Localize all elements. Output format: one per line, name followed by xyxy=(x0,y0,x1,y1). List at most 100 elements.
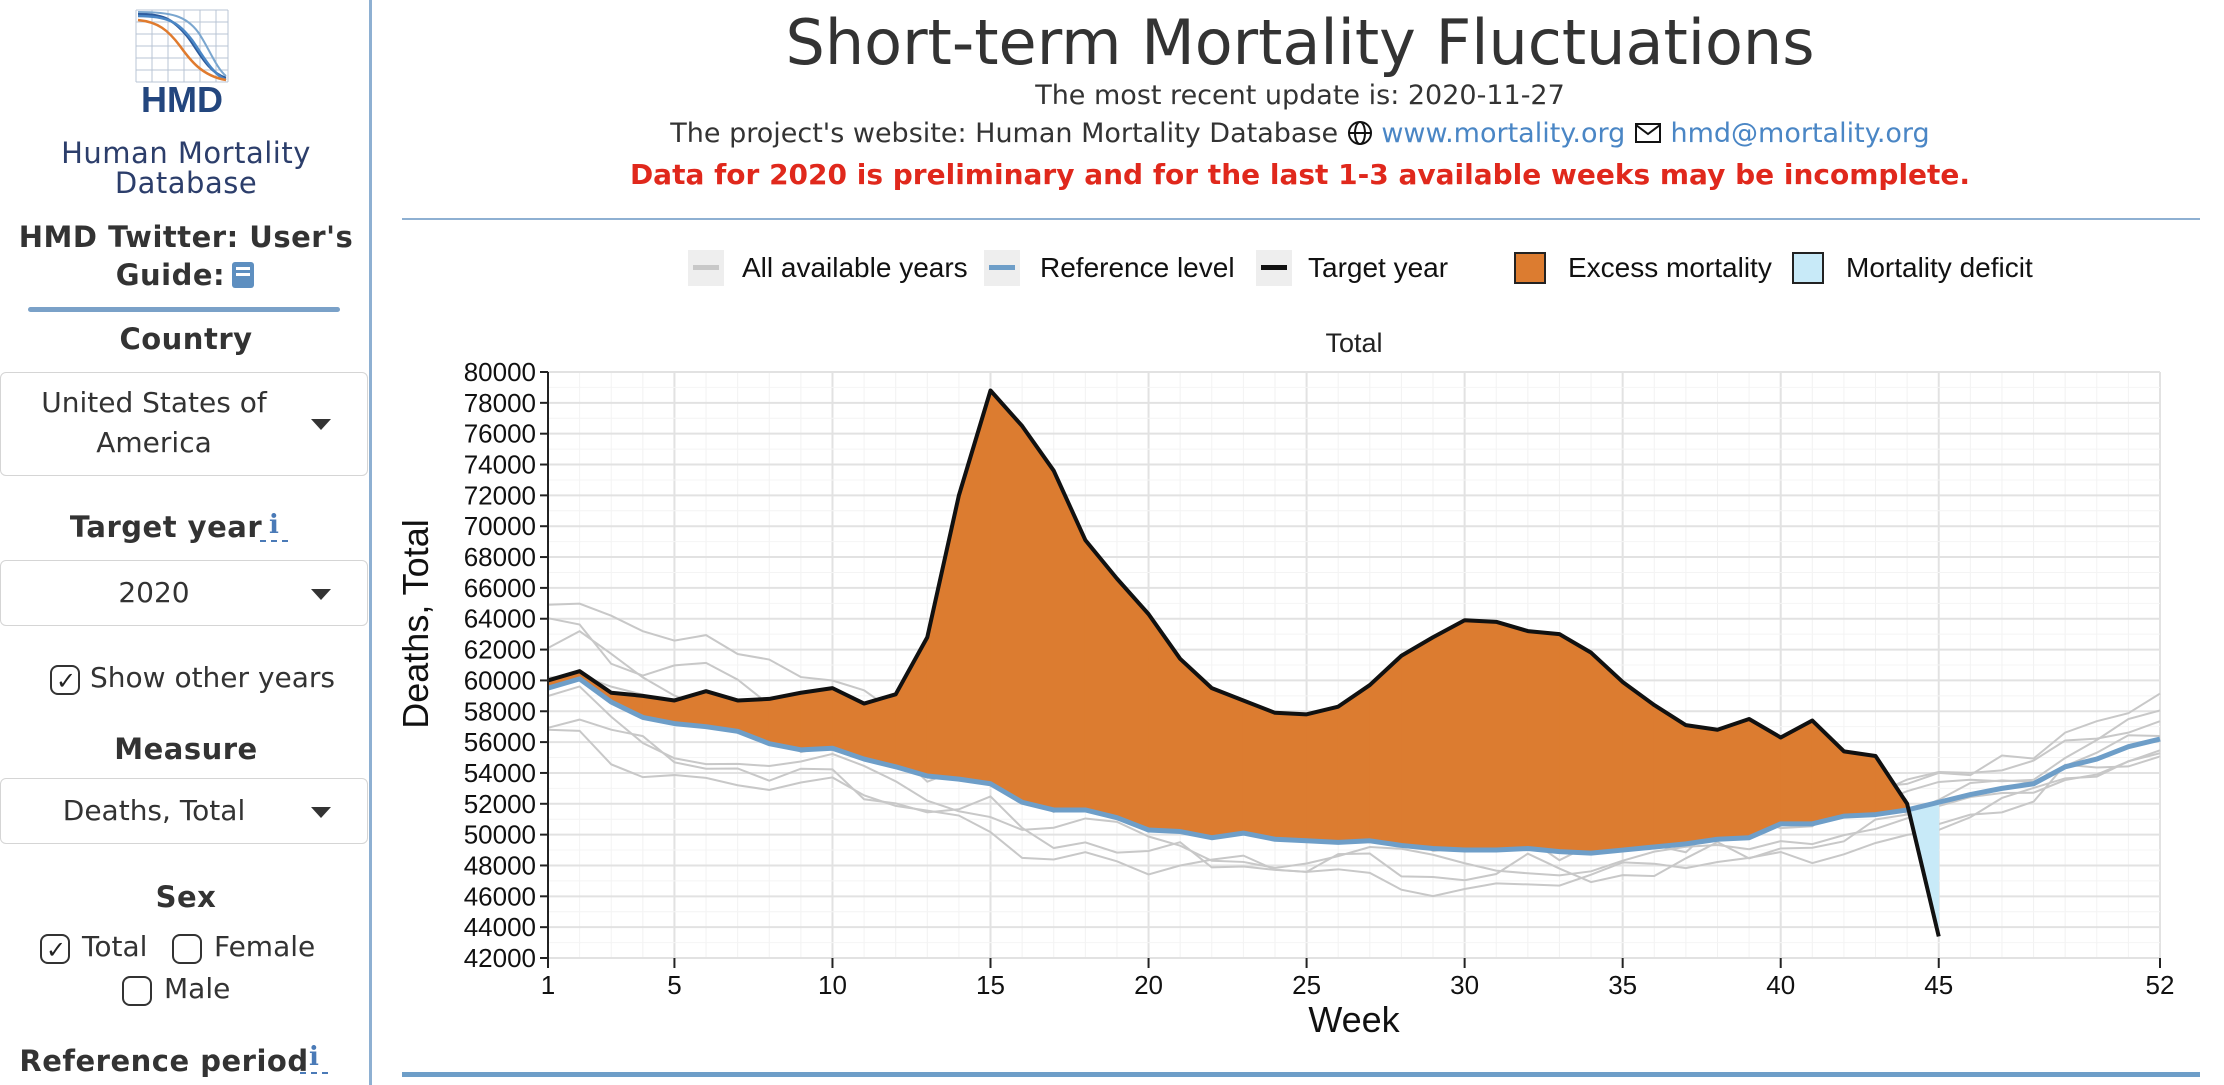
legend-all-years-swatch[interactable] xyxy=(688,250,724,286)
target-year-label: Target year xyxy=(69,510,263,544)
hmd-logo[interactable]: HMD xyxy=(132,6,232,118)
x-tick-label: 1 xyxy=(541,970,555,1000)
excess-area xyxy=(1306,706,1339,843)
chevron-down-icon xyxy=(311,419,331,430)
sex-total-label[interactable]: Total xyxy=(82,930,148,963)
sex-male-label[interactable]: Male xyxy=(164,972,231,1005)
chart-title: Total xyxy=(1325,328,1382,358)
country-value-line1: United States of xyxy=(41,386,267,419)
reference-level-line xyxy=(547,676,2161,856)
show-other-years-checkbox[interactable]: ✓ xyxy=(50,665,80,695)
chart-axes: 4200044000460004800050000520005400056000… xyxy=(464,357,2175,1000)
y-tick-label: 78000 xyxy=(464,388,536,418)
email-link[interactable]: hmd@mortality.org xyxy=(1670,118,1930,149)
y-tick-label: 70000 xyxy=(464,511,536,541)
excess-area xyxy=(1590,651,1624,854)
sex-total-checkbox[interactable]: ✓ xyxy=(40,934,70,964)
other-year-line xyxy=(547,728,2161,898)
country-label: Country xyxy=(119,322,253,356)
excess-area xyxy=(1622,681,1655,851)
y-tick-label: 56000 xyxy=(464,727,536,757)
x-tick-label: 45 xyxy=(1924,970,1953,1000)
guide-link[interactable]: Guide: xyxy=(115,258,226,292)
legend-all-years-label[interactable]: All available years xyxy=(742,252,968,283)
y-tick-label: 74000 xyxy=(464,450,536,480)
book-icon[interactable] xyxy=(230,260,256,290)
excess-area xyxy=(1211,687,1244,839)
excess-area xyxy=(1464,619,1497,851)
y-tick-label: 50000 xyxy=(464,820,536,850)
excess-area xyxy=(1717,718,1750,840)
y-tick-label: 46000 xyxy=(464,881,536,911)
info-icon[interactable]: i xyxy=(300,1042,328,1074)
x-tick-label: 15 xyxy=(976,970,1005,1000)
excess-area xyxy=(768,692,802,751)
sex-female-checkbox[interactable] xyxy=(172,934,202,964)
chevron-down-icon xyxy=(311,589,331,600)
y-axis-label: Deaths, Total xyxy=(395,519,436,728)
y-tick-label: 64000 xyxy=(464,604,536,634)
excess-area xyxy=(1242,699,1276,840)
x-tick-label: 40 xyxy=(1766,970,1795,1000)
legend-deficit-label[interactable]: Mortality deficit xyxy=(1846,252,2033,283)
measure-select[interactable]: Deaths, Total xyxy=(0,778,368,844)
excess-area xyxy=(1559,633,1592,854)
excess-area xyxy=(1148,612,1181,832)
info-icon[interactable]: i xyxy=(260,510,288,542)
y-tick-label: 48000 xyxy=(464,850,536,880)
y-tick-label: 60000 xyxy=(464,665,536,695)
show-other-years-label[interactable]: Show other years xyxy=(90,661,335,694)
check-icon: ✓ xyxy=(56,667,77,695)
update-text: The most recent update is: 2020-11-27 xyxy=(1035,80,1565,111)
excess-area xyxy=(1021,424,1055,811)
excess-area xyxy=(863,693,897,768)
y-tick-label: 42000 xyxy=(464,943,536,973)
y-tick-label: 54000 xyxy=(464,758,536,788)
excess-area xyxy=(1685,724,1718,845)
brand-name-line2[interactable]: Database xyxy=(114,166,258,200)
legend-reference-swatch[interactable] xyxy=(984,250,1020,286)
sex-label: Sex xyxy=(155,880,217,914)
legend-excess-swatch[interactable] xyxy=(1514,252,1546,284)
excess-area xyxy=(1495,621,1529,851)
target-year-value: 2020 xyxy=(118,576,190,609)
excess-area xyxy=(1084,538,1118,819)
excess-area xyxy=(1274,712,1307,842)
brand-name-line1[interactable]: Human Mortality xyxy=(61,136,311,170)
y-tick-label: 58000 xyxy=(464,696,536,726)
other-year-line xyxy=(547,685,2161,877)
excess-area xyxy=(895,635,928,777)
legend-reference-label[interactable]: Reference level xyxy=(1040,252,1235,283)
legend-excess-label[interactable]: Excess mortality xyxy=(1568,252,1772,283)
target-year-select[interactable]: 2020 xyxy=(0,560,368,626)
website-prefix: The project's website: Human Mortality D… xyxy=(670,118,1339,149)
website-line: The project's website: Human Mortality D… xyxy=(400,118,2200,149)
twitter-guide-link[interactable]: HMD Twitter: User's xyxy=(18,220,354,254)
target-year-line xyxy=(547,388,1941,937)
legend-deficit-swatch[interactable] xyxy=(1792,252,1824,284)
x-tick-label: 52 xyxy=(2146,970,2175,1000)
website-link[interactable]: www.mortality.org xyxy=(1381,118,1626,149)
excess-area xyxy=(1432,619,1466,851)
other-year-line xyxy=(547,718,2161,884)
x-tick-label: 10 xyxy=(818,970,847,1000)
excess-area xyxy=(926,495,960,780)
sex-male-checkbox[interactable] xyxy=(122,976,152,1006)
reference-period-label: Reference period xyxy=(19,1044,309,1078)
logo-text: HMD xyxy=(141,79,223,118)
excess-area xyxy=(1116,577,1149,831)
y-tick-label: 52000 xyxy=(464,789,536,819)
page-title: Short-term Mortality Fluctuations xyxy=(785,6,1815,79)
globe-icon xyxy=(1347,121,1372,145)
x-tick-label: 5 xyxy=(667,970,681,1000)
excess-area xyxy=(1369,654,1402,846)
country-select[interactable]: United States of America xyxy=(0,372,368,476)
x-tick-label: 30 xyxy=(1450,970,1479,1000)
legend-target-label[interactable]: Target year xyxy=(1308,252,1449,283)
x-tick-label: 35 xyxy=(1608,970,1637,1000)
country-value-line2: America xyxy=(96,426,212,459)
series-lines xyxy=(547,388,2161,937)
sex-female-label[interactable]: Female xyxy=(214,930,316,963)
legend-target-swatch[interactable] xyxy=(1256,250,1292,286)
